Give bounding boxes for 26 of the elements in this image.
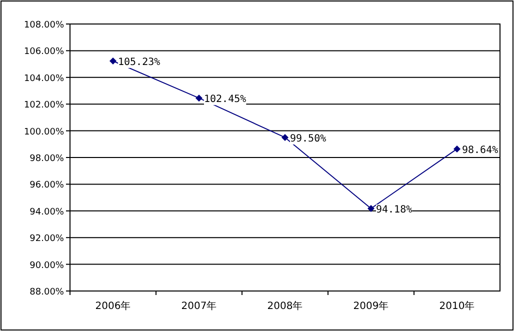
y-tick-label: 88.00% — [30, 288, 64, 298]
point — [454, 145, 460, 152]
point — [282, 134, 288, 141]
x-tick-label: 2007年 — [181, 300, 217, 312]
x-tick-label: 2010年 — [439, 300, 475, 312]
y-tick-label: 92.00% — [30, 234, 64, 244]
y-tick-label: 106.00% — [24, 47, 64, 58]
y-tick-label: 100.00% — [24, 127, 64, 138]
y-tick-label: 104.00% — [24, 74, 64, 84]
x-tick-label: 2009年 — [353, 300, 389, 312]
point — [368, 204, 374, 212]
data-label: 94.18% — [376, 204, 412, 216]
point — [196, 94, 202, 102]
y-tick-label: 94.00% — [30, 207, 64, 218]
data-label: 99.50% — [290, 133, 326, 144]
x-tick-label: 2008年 — [267, 300, 303, 312]
y-tick-label: 108.00% — [24, 20, 64, 30]
data-label: 98.64% — [462, 144, 498, 156]
data-label: 105.23% — [118, 56, 160, 68]
y-tick-label: 90.00% — [30, 260, 64, 271]
data-label: 102.45% — [204, 94, 246, 106]
x-tick-label: 2006年 — [95, 300, 131, 312]
point — [110, 57, 116, 64]
y-tick-label: 98.00% — [30, 154, 64, 164]
y-tick-label: 96.00% — [30, 180, 64, 191]
y-tick-label: 102.00% — [24, 100, 64, 111]
